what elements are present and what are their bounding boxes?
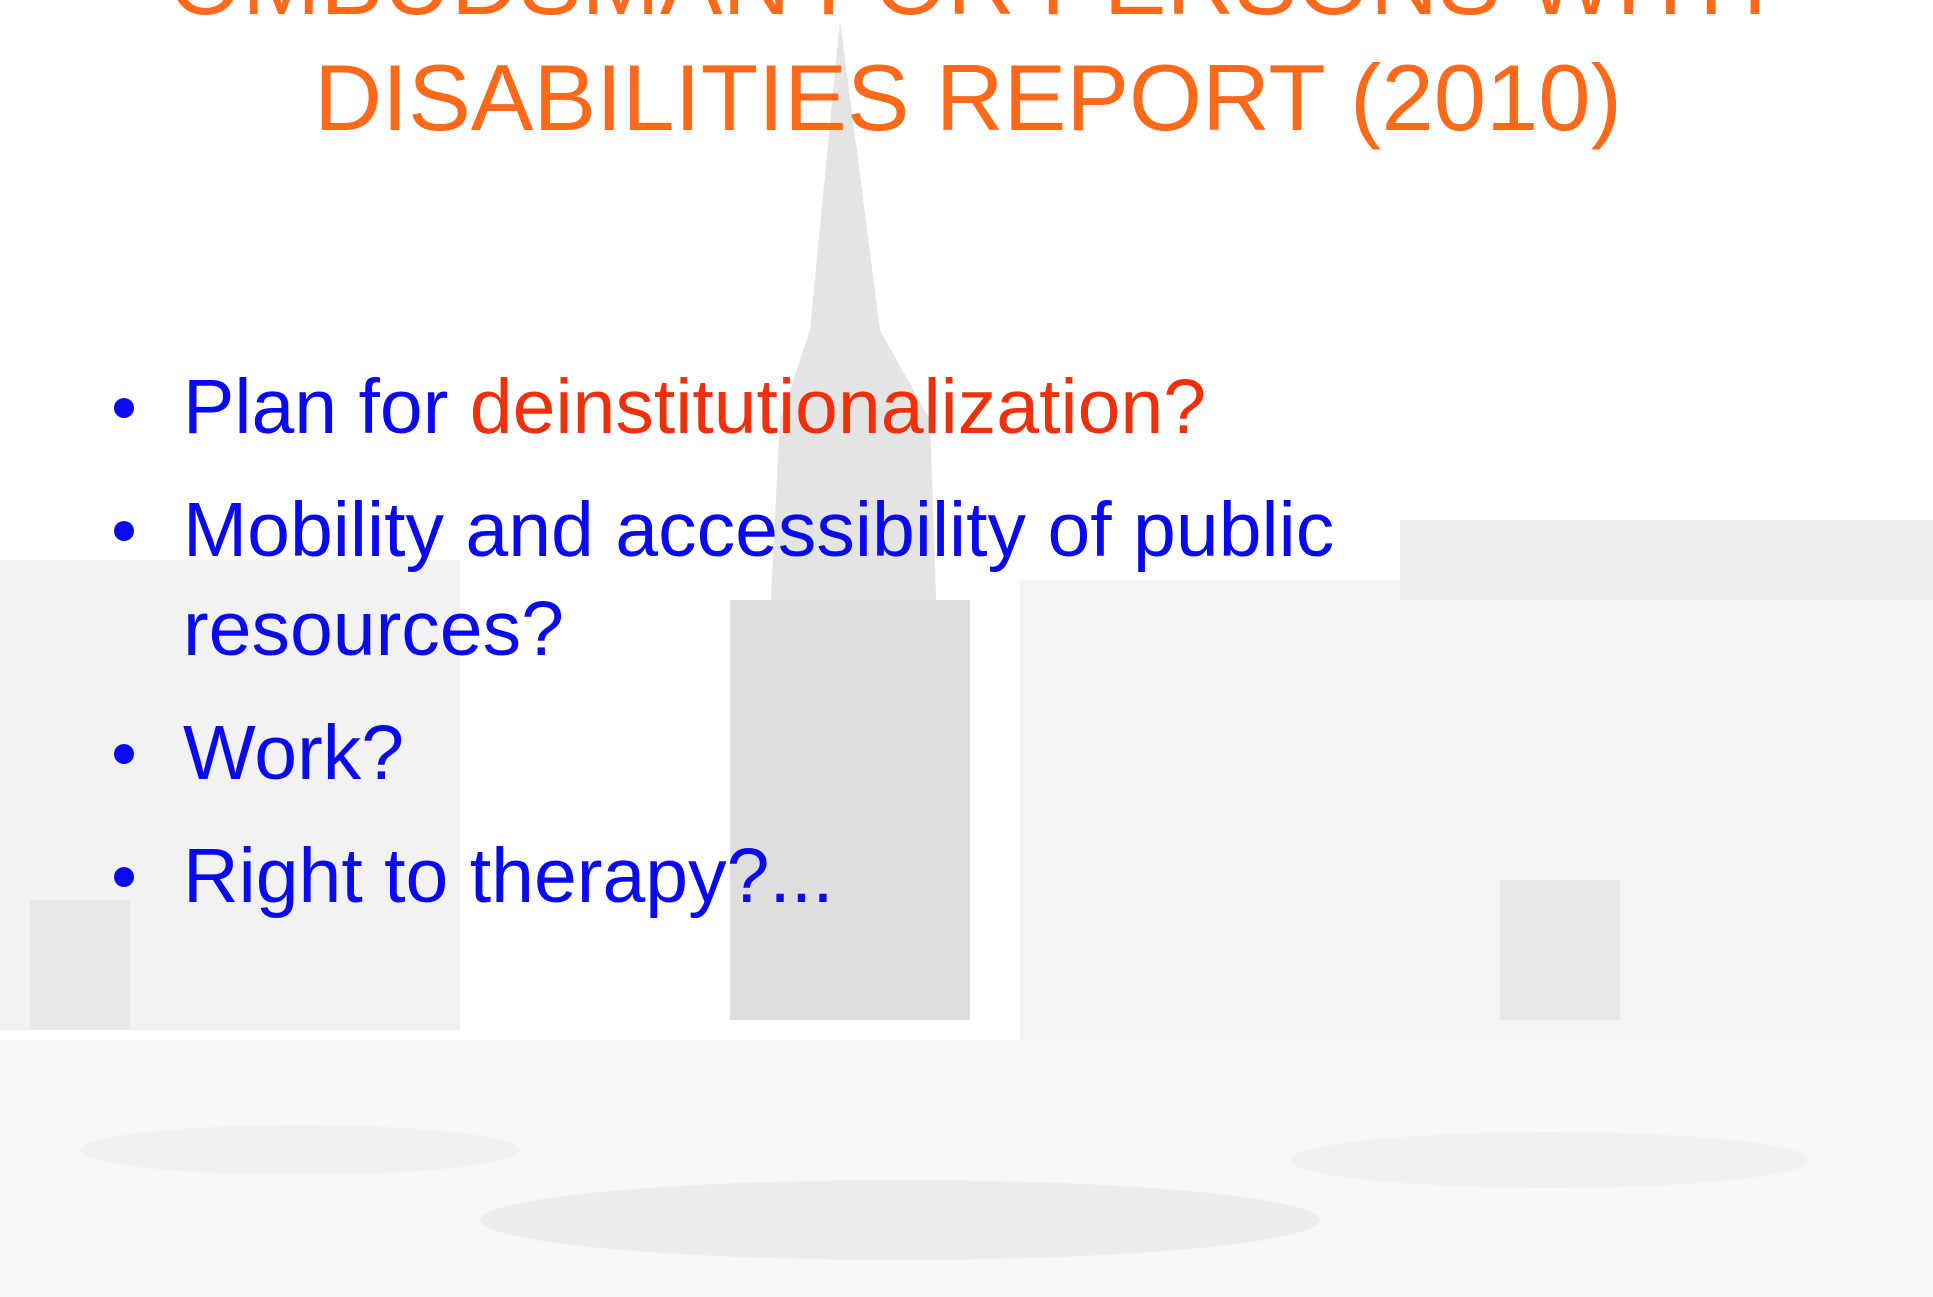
bullet-dot: [114, 867, 134, 887]
title-line: DISABILITIES REPORT (2010): [314, 45, 1622, 150]
bullet-text: Work?: [183, 710, 404, 796]
title-line: OMBUDSMAN FOR PERSONS WITH: [169, 0, 1767, 34]
bullet-text: Mobility and accessibility of public: [183, 487, 1334, 573]
slide: OMBUDSMAN FOR PERSONS WITH DISABILITIES …: [0, 0, 1933, 1297]
highlight-span: deinstitutionalization?: [470, 364, 1206, 450]
bullet-dot: [114, 398, 134, 418]
bullet-dot: [114, 744, 134, 764]
page: {"title": {"lines": ["OMBUDSMAN FOR PERS…: [0, 0, 1933, 1297]
bullet-text: Plan for deinstitutionalization?: [183, 364, 1206, 450]
bullet-text: resources?: [183, 586, 564, 672]
text-span: Plan for: [183, 364, 470, 450]
bullet-text: Right to therapy?...: [183, 833, 834, 919]
bullet-dot: [114, 521, 134, 541]
